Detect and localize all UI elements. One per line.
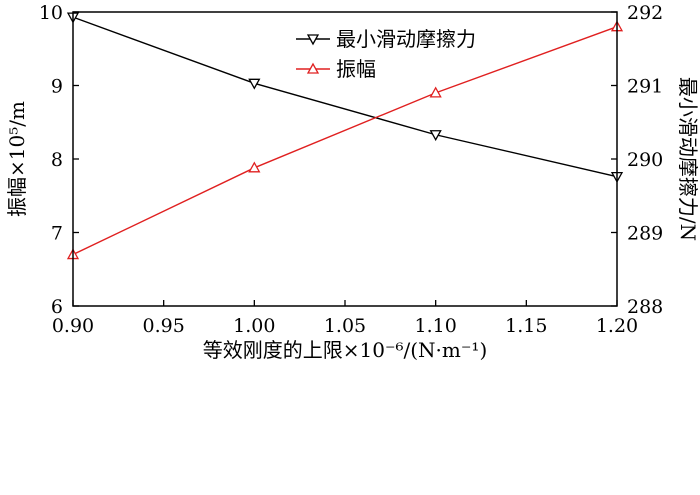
y-axis-left-title: 振幅×10⁵/m bbox=[5, 101, 29, 217]
y-left-tick-label: 8 bbox=[51, 149, 63, 171]
x-tick-label: 1.20 bbox=[596, 315, 638, 337]
x-tick-label: 0.90 bbox=[52, 315, 94, 337]
x-tick-label: 1.05 bbox=[324, 315, 366, 337]
x-axis-title: 等效刚度的上限×10⁻⁶/(N·m⁻¹) bbox=[203, 338, 488, 362]
legend-label-amplitude: 振幅 bbox=[336, 57, 376, 81]
y-right-tick-label: 290 bbox=[627, 149, 663, 171]
data-point-amplitude bbox=[429, 86, 442, 98]
y-left-tick-label: 9 bbox=[51, 76, 63, 98]
x-tick-label: 1.00 bbox=[233, 315, 275, 337]
data-point-amplitude bbox=[248, 161, 261, 173]
y-right-tick-label: 292 bbox=[627, 2, 663, 24]
y-axis-right-title: 最小滑动摩擦力/N bbox=[676, 77, 700, 241]
y-right-tick-label: 288 bbox=[627, 296, 663, 318]
legend-marker-friction bbox=[306, 34, 320, 46]
x-tick-label: 1.10 bbox=[415, 315, 457, 337]
plot-frame bbox=[72, 11, 618, 307]
y-left-tick-label: 6 bbox=[51, 296, 63, 318]
y-left-tick-label: 10 bbox=[39, 2, 63, 24]
y-right-tick-label: 289 bbox=[627, 223, 663, 245]
data-point-friction bbox=[429, 130, 442, 142]
legend-label-friction: 最小滑动摩擦力 bbox=[336, 27, 476, 51]
series-line-friction bbox=[72, 16, 618, 178]
y-left-tick-label: 7 bbox=[51, 223, 63, 245]
data-point-friction bbox=[248, 78, 261, 90]
x-tick-label: 1.15 bbox=[505, 315, 547, 337]
x-tick-label: 0.95 bbox=[143, 315, 185, 337]
series-line-amplitude bbox=[72, 26, 618, 256]
legend-marker-amplitude bbox=[306, 62, 320, 74]
y-right-tick-label: 291 bbox=[627, 76, 663, 98]
